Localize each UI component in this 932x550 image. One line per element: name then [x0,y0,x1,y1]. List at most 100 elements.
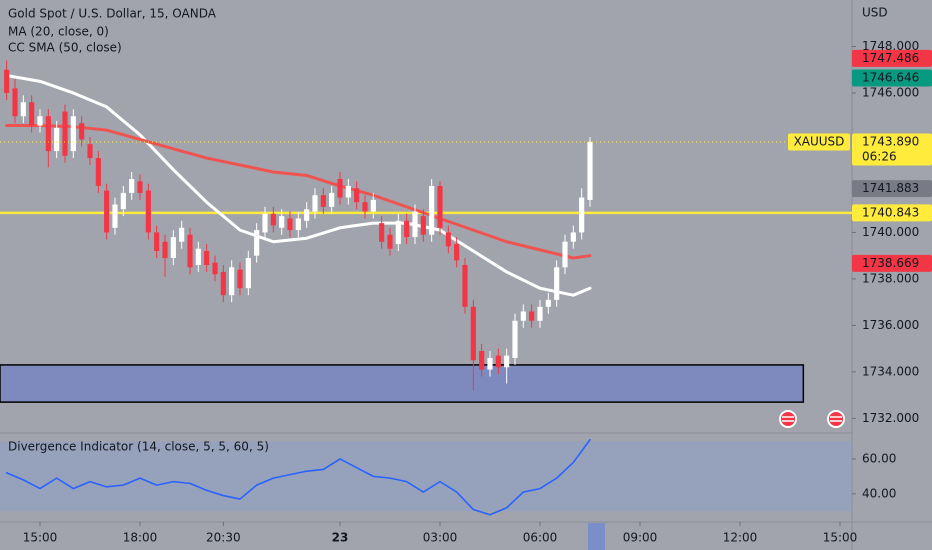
candle-body [437,185,443,228]
indicator-title: Divergence Indicator (14, close, 5, 5, 6… [8,440,269,454]
candle-body [537,306,543,321]
candle-body [487,357,493,370]
x-tick-label: 15:00 [23,531,58,545]
candle [12,79,18,124]
candle [479,344,485,377]
candle-body [262,213,268,233]
candle-body [29,102,35,126]
candle-body [429,185,435,235]
candle-body [512,320,518,358]
candle [137,174,143,200]
candle-body [229,267,235,296]
candle [545,292,551,314]
candle-body [137,181,143,193]
candle [29,95,35,133]
candle [487,350,493,377]
y-tick-label: 1736.000 [862,318,919,332]
candle [245,251,251,296]
candle [437,181,443,235]
candle [287,211,293,238]
candle [87,137,93,166]
candle [145,183,151,240]
candle-body [245,258,251,289]
candle-body [470,306,476,361]
candle [579,188,585,240]
price-label: 1743.890 [862,135,919,149]
chart-title: Gold Spot / U.S. Dollar, 15, OANDA [8,7,217,21]
candle [345,178,351,205]
candle-body [387,234,393,249]
candle [312,188,318,219]
symbol-label: XAUUSD [794,135,845,149]
candle-body [404,220,410,238]
candle [504,348,510,384]
price-label: 1740.843 [862,205,919,219]
candle [212,255,218,282]
candle [120,185,126,217]
candle [587,137,593,207]
candle [429,178,435,242]
candle-body [362,202,368,212]
candle-body [420,216,426,235]
axis-unit: USD [862,6,888,20]
candle-body [304,209,310,221]
flag-icon[interactable] [779,410,797,428]
y-tick-label: 1746.000 [862,85,919,99]
event-flag[interactable] [779,410,797,428]
price-label: 1738.669 [862,256,919,270]
candle [370,192,376,219]
candle [570,225,576,249]
candle [154,225,160,258]
candle [229,260,235,303]
candle [279,209,285,235]
candle [362,195,368,219]
candle-body [520,311,526,321]
candle-body [237,269,243,289]
candle-body [195,248,201,265]
candle [179,220,185,249]
candle-body [312,195,318,212]
candle-body [320,195,326,207]
candle-body [354,188,360,203]
candle-body [379,223,385,242]
time-marker [588,523,605,550]
x-tick-label: 23 [332,531,349,545]
candle [262,206,268,240]
candle [70,109,76,159]
candle-body [4,69,10,93]
candle-body [162,241,168,258]
candle [445,225,451,254]
candle-body [154,232,160,252]
countdown-label: 06:26 [862,150,897,164]
candle-body [254,230,260,256]
candle [529,304,535,328]
candle [337,172,343,205]
candle-body [370,199,376,212]
candle-body [54,127,60,152]
indicator-band [0,441,852,512]
candle-body [445,232,451,247]
event-flag[interactable] [827,410,845,428]
candle-body [20,102,26,117]
candle [254,223,260,263]
candle-body [345,185,351,198]
x-tick-label: 15:00 [823,531,858,545]
candle-body [87,144,93,159]
candle [354,181,360,210]
candle [304,202,310,228]
candle-body [12,88,18,117]
candle [495,348,501,375]
legend-entry: CC SMA (50, close) [8,41,122,55]
candle [412,204,418,245]
candle [54,120,60,159]
price-label-box [852,69,932,87]
candle-body [545,299,551,307]
flag-icon[interactable] [827,410,845,428]
candle-body [170,237,176,258]
y-tick-label: 40.00 [862,486,896,500]
legend-entry: MA (20, close, 0) [8,25,109,39]
candle [387,227,393,256]
zone [0,364,805,403]
candle [112,197,118,235]
